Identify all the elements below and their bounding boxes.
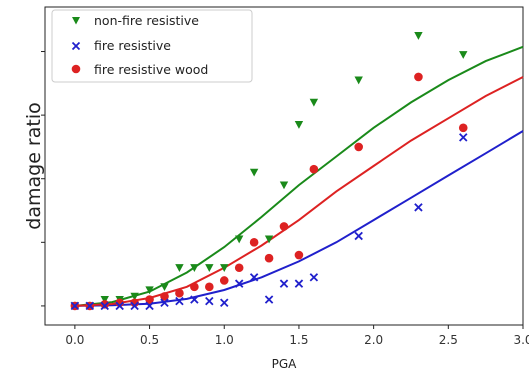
point-fire-resistive-wood: [100, 300, 110, 309]
point-fire-resistive: [264, 295, 274, 304]
data-markers: [70, 32, 468, 311]
point-non-fire-resistive: [294, 121, 304, 129]
point-fire-resistive: [85, 301, 95, 311]
y-axis: [41, 51, 45, 307]
point-fire-resistive-wood: [175, 288, 184, 298]
legend-item-non-fire-resistive: non-fire resistive: [72, 13, 199, 28]
point-fire-resistive-wood: [190, 282, 199, 292]
point-fire-resistive: [459, 133, 468, 142]
point-fire-resistive: [249, 273, 259, 282]
x-axis-title: PGA: [272, 357, 298, 371]
legend-box: [51, 9, 253, 83]
point-fire-resistive-wood: [309, 164, 319, 174]
point-fire-resistive: [354, 231, 363, 241]
point-non-fire-resistive: [249, 168, 259, 177]
point-non-fire-resistive: [205, 264, 214, 272]
point-non-fire-resistive: [234, 235, 244, 244]
x-tick-label: 1.5: [289, 333, 308, 347]
point-fire-resistive-wood: [264, 253, 274, 263]
x-tick-label: 3.0: [513, 333, 529, 347]
point-fire-resistive: [414, 203, 423, 212]
point-non-fire-resistive: [100, 295, 109, 304]
point-fire-resistive: [175, 296, 184, 306]
legend-item-fire-resistive-wood: fire resistive wood: [71, 62, 208, 77]
point-non-fire-resistive: [175, 264, 184, 272]
legend-x-icon: [71, 41, 81, 51]
point-fire-resistive: [309, 273, 319, 282]
legend: non-fire resistive fire resistive fire r…: [51, 9, 253, 83]
point-fire-resistive: [70, 301, 80, 311]
legend-item-fire-resistive: fire resistive: [71, 38, 171, 53]
point-non-fire-resistive: [160, 283, 169, 292]
legend-label-non-fire-resistive: non-fire resistive: [94, 13, 199, 28]
point-fire-resistive-wood: [234, 263, 244, 273]
point-fire-resistive: [190, 295, 199, 304]
point-fire-resistive: [145, 301, 154, 311]
point-fire-resistive: [220, 298, 229, 307]
y-axis-title: damage ratio: [23, 102, 45, 229]
point-fire-resistive: [205, 296, 214, 306]
x-tick-label: 0.0: [65, 333, 84, 347]
x-tick-label: 2.0: [364, 333, 383, 347]
point-non-fire-resistive: [459, 51, 468, 59]
legend-circle-icon: [71, 64, 81, 74]
point-fire-resistive-wood: [219, 276, 229, 285]
point-fire-resistive-wood: [145, 295, 154, 304]
point-non-fire-resistive: [279, 181, 289, 190]
point-fire-resistive: [279, 279, 289, 288]
legend-label-fire-resistive: fire resistive: [94, 38, 171, 53]
point-fire-resistive-wood: [414, 72, 423, 82]
x-tick-label: 1.0: [215, 333, 234, 347]
point-fire-resistive-wood: [458, 123, 468, 133]
point-non-fire-resistive: [264, 235, 274, 244]
point-non-fire-resistive: [354, 76, 363, 85]
point-non-fire-resistive: [190, 264, 199, 272]
legend-label-fire-resistive-wood: fire resistive wood: [94, 62, 208, 77]
point-non-fire-resistive: [220, 264, 229, 272]
x-axis: 0.0 0.5 1.0 1.5 2.0 2.5 3.0: [65, 325, 529, 347]
point-fire-resistive: [130, 301, 139, 311]
point-fire-resistive: [234, 279, 244, 288]
point-fire-resistive-wood: [205, 282, 214, 292]
point-non-fire-resistive: [414, 32, 423, 40]
point-fire-resistive-wood: [279, 222, 289, 231]
point-fire-resistive-wood: [354, 142, 363, 152]
point-fire-resistive: [160, 298, 169, 307]
point-fire-resistive: [100, 301, 109, 311]
point-non-fire-resistive: [130, 292, 139, 301]
point-fire-resistive-wood: [249, 238, 259, 247]
point-non-fire-resistive: [145, 286, 154, 295]
point-fire-resistive-wood: [160, 292, 169, 301]
point-fire-resistive-wood: [294, 250, 304, 260]
x-tick-label: 2.5: [439, 333, 458, 347]
point-fire-resistive: [115, 301, 124, 311]
x-tick-label: 0.5: [140, 333, 159, 347]
legend-triangle-down-icon: [72, 17, 80, 25]
point-fire-resistive: [294, 279, 304, 288]
point-non-fire-resistive: [309, 98, 319, 107]
